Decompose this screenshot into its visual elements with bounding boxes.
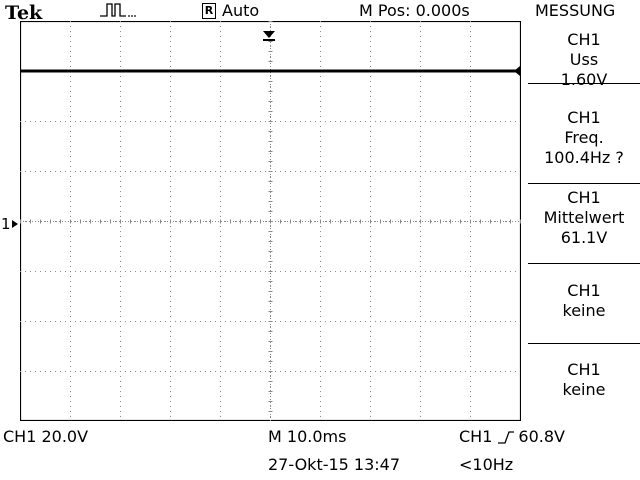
slot-source: CH1 <box>567 108 601 127</box>
measure-slot-3[interactable]: CH1 Mittelwert 61.1V <box>528 188 640 248</box>
menu-divider <box>528 343 640 344</box>
slot-source: CH1 <box>567 30 601 49</box>
trigger-status: R Auto <box>202 1 259 21</box>
trigger-frequency-readout: <10Hz <box>459 455 514 474</box>
measure-slot-2[interactable]: CH1 Freq. 100.4Hz ? <box>528 108 640 168</box>
horizontal-position-readout: M Pos: 0.000s <box>359 1 470 20</box>
slot-value: 61.1V <box>560 228 608 247</box>
right-arrow-icon <box>11 220 18 228</box>
trigger-mode-label: Auto <box>222 1 260 20</box>
slot-value: 1.60V <box>560 70 608 89</box>
menu-divider <box>528 183 640 184</box>
measure-menu: CH1 Uss 1.60V CH1 Freq. 100.4Hz ? CH1 Mi… <box>528 20 640 428</box>
trigger-state-box: R <box>202 3 216 19</box>
ch1-marker-label: 1 <box>1 215 11 233</box>
datetime-readout: 27-Okt-15 13:47 <box>268 455 401 474</box>
rising-edge-icon <box>498 431 515 444</box>
slot-type: Uss <box>569 50 599 69</box>
pulse-acquire-icon <box>100 3 136 17</box>
slot-type: keine <box>562 380 606 399</box>
slot-type: Mittelwert <box>543 208 625 227</box>
slot-type: Freq. <box>564 128 604 147</box>
timebase-readout: M 10.0ms <box>268 427 347 446</box>
waveform-display <box>20 21 521 421</box>
trigger-readout: CH1 60.8V <box>459 427 565 447</box>
ch1-scale-readout: CH1 20.0V <box>3 427 89 446</box>
ch1-ground-marker: 1 <box>1 214 19 234</box>
slot-type: keine <box>562 301 606 320</box>
menu-divider <box>528 263 640 264</box>
menu-title: MESSUNG <box>535 1 616 20</box>
slot-source: CH1 <box>567 281 601 300</box>
menu-divider <box>528 83 640 84</box>
slot-source: CH1 <box>567 188 601 207</box>
trigger-level-value: 60.8V <box>518 427 565 446</box>
measure-slot-4[interactable]: CH1 keine <box>528 281 640 321</box>
down-arrow-icon <box>263 31 275 41</box>
brand-logo: Tek <box>5 2 43 24</box>
slot-value: 100.4Hz ? <box>544 148 624 167</box>
slot-source: CH1 <box>567 360 601 379</box>
measure-slot-1[interactable]: CH1 Uss 1.60V <box>528 30 640 90</box>
graticule <box>20 21 521 421</box>
measure-slot-5[interactable]: CH1 keine <box>528 360 640 400</box>
trigger-source: CH1 <box>459 427 493 446</box>
left-arrow-icon <box>514 66 520 76</box>
